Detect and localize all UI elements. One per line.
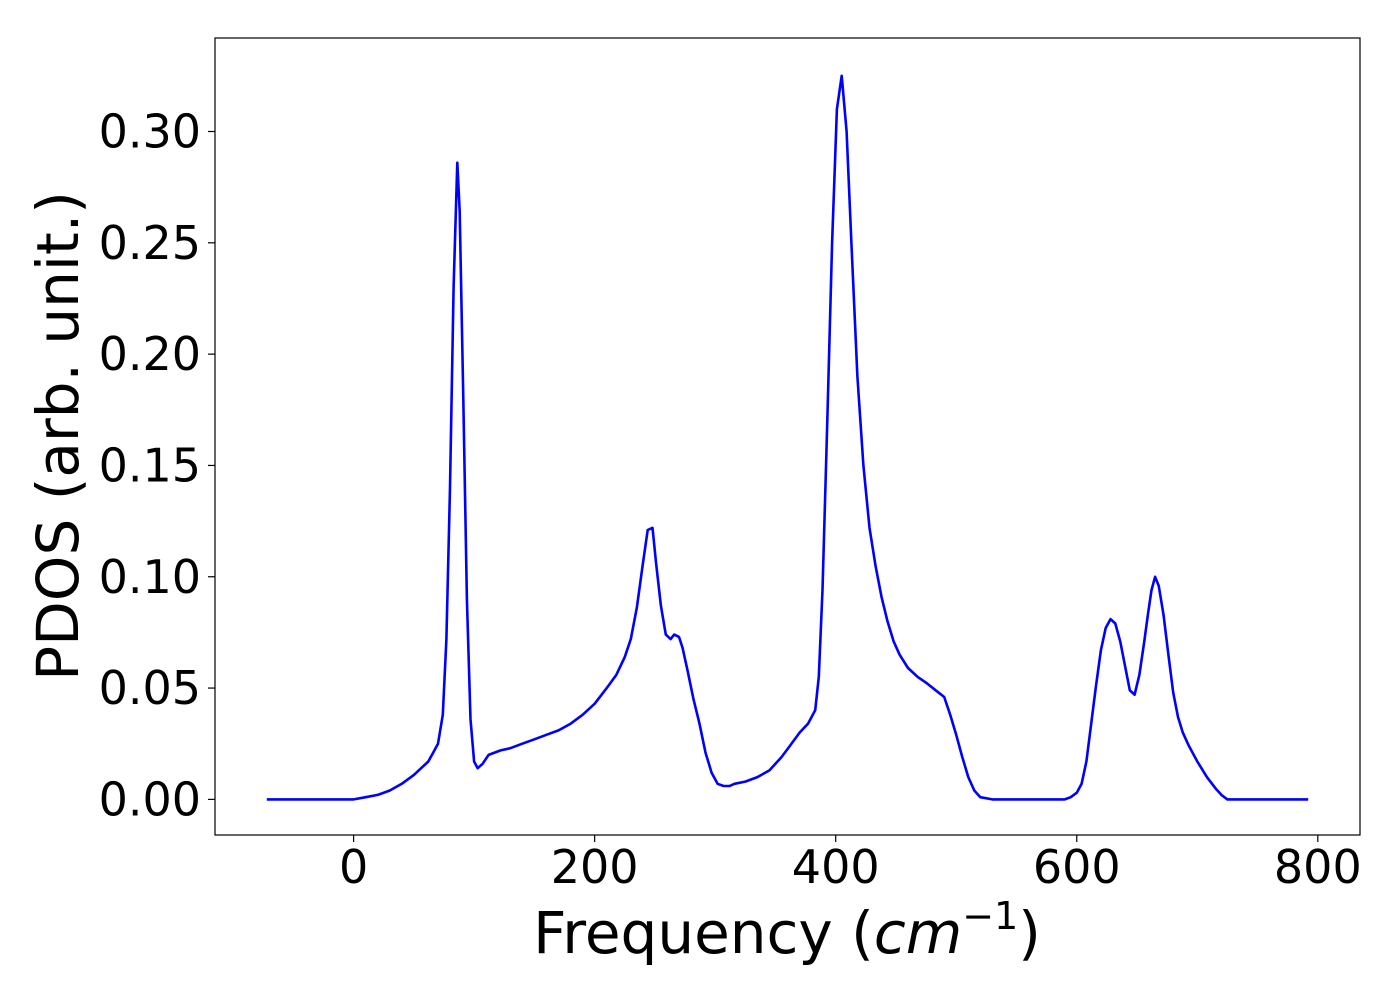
y-tick-label: 0.10 (99, 550, 201, 604)
x-axis-label-unit: cm (874, 899, 962, 967)
x-tick-label: 800 (1274, 840, 1362, 894)
y-tick-label: 0.25 (99, 216, 201, 270)
x-axis-label-exponent: −1 (962, 894, 1018, 938)
x-tick-label: 600 (1033, 840, 1121, 894)
y-tick-label: 0.15 (99, 438, 201, 492)
x-axis: 0 200 400 600 800 (339, 835, 1362, 894)
x-axis-label-suffix: ) (1018, 899, 1041, 967)
y-tick-label: 0.20 (99, 327, 201, 381)
series-group (266, 74, 1309, 801)
x-tick-label: 200 (551, 840, 639, 894)
y-axis: 0.00 0.05 0.10 0.15 0.20 0.25 0.30 (99, 105, 215, 826)
x-tick-label: 400 (792, 840, 880, 894)
plot-frame (214, 37, 1361, 836)
y-tick-label: 0.00 (99, 772, 201, 826)
pdos-series-line (266, 74, 1309, 801)
y-tick-label: 0.05 (99, 661, 201, 715)
x-tick-label: 0 (339, 840, 368, 894)
y-axis-label: PDOS (arb. unit.) (24, 191, 92, 681)
y-tick-label: 0.30 (99, 105, 201, 159)
x-axis-label: Frequency (cm−1) (533, 894, 1041, 967)
x-axis-label-prefix: Frequency ( (533, 899, 874, 967)
